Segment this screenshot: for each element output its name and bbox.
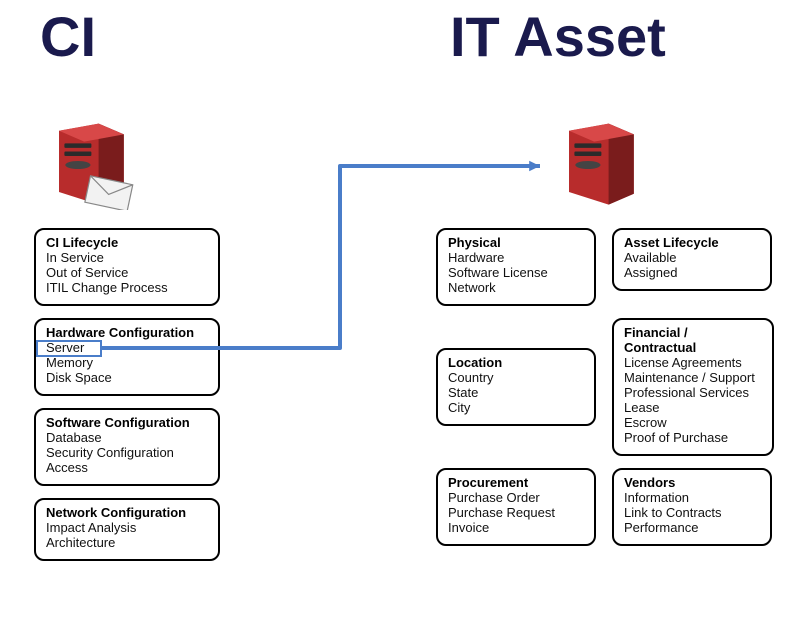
- info-box-item: Purchase Request: [448, 506, 584, 521]
- info-box-item: Hardware: [448, 251, 584, 266]
- info-box-heading: Asset Lifecycle: [624, 236, 760, 251]
- info-box-item: Architecture: [46, 536, 208, 551]
- info-box-ci-lifecycle: CI LifecycleIn ServiceOut of ServiceITIL…: [34, 228, 220, 306]
- info-box-physical: PhysicalHardwareSoftware LicenseNetwork: [436, 228, 596, 306]
- info-box-item: Memory: [46, 356, 208, 371]
- server-item-highlight: [36, 340, 102, 357]
- info-box-item: Invoice: [448, 521, 584, 536]
- info-box-item: State: [448, 386, 584, 401]
- title-it-asset: IT Asset: [450, 4, 666, 69]
- info-box-item: Maintenance / Support: [624, 371, 762, 386]
- info-box-item: Purchase Order: [448, 491, 584, 506]
- info-box-item: Out of Service: [46, 266, 208, 281]
- info-box-vendors: VendorsInformationLink to ContractsPerfo…: [612, 468, 772, 546]
- info-box-item: Disk Space: [46, 371, 208, 386]
- info-box-item: Escrow: [624, 416, 762, 431]
- info-box-net-config: Network ConfigurationImpact AnalysisArch…: [34, 498, 220, 561]
- info-box-item: Assigned: [624, 266, 760, 281]
- title-ci: CI: [40, 4, 96, 69]
- info-box-item: Performance: [624, 521, 760, 536]
- info-box-location: LocationCountryStateCity: [436, 348, 596, 426]
- info-box-item: Available: [624, 251, 760, 266]
- info-box-sw-config: Software ConfigurationDatabaseSecurity C…: [34, 408, 220, 486]
- info-box-item: Database: [46, 431, 208, 446]
- info-box-heading: Location: [448, 356, 584, 371]
- info-box-item: In Service: [46, 251, 208, 266]
- info-box-item: License Agreements: [624, 356, 762, 371]
- info-box-item: Network: [448, 281, 584, 296]
- info-box-heading: Vendors: [624, 476, 760, 491]
- info-box-heading: Physical: [448, 236, 584, 251]
- info-box-heading: Financial / Contractual: [624, 326, 762, 356]
- info-box-heading: Hardware Configuration: [46, 326, 208, 341]
- info-box-item: ITIL Change Process: [46, 281, 208, 296]
- server-icon-ci: [50, 120, 140, 210]
- info-box-item: Country: [448, 371, 584, 386]
- info-box-item: Information: [624, 491, 760, 506]
- info-box-item: City: [448, 401, 584, 416]
- info-box-heading: CI Lifecycle: [46, 236, 208, 251]
- info-box-item: Link to Contracts: [624, 506, 760, 521]
- info-box-asset-lifecycle: Asset LifecycleAvailableAssigned: [612, 228, 772, 291]
- info-box-item: Proof of Purchase: [624, 431, 762, 446]
- info-box-procurement: ProcurementPurchase OrderPurchase Reques…: [436, 468, 596, 546]
- info-box-financial: Financial / ContractualLicense Agreement…: [612, 318, 774, 456]
- info-box-item: Impact Analysis: [46, 521, 208, 536]
- server-icon-it-asset: [560, 120, 650, 210]
- info-box-item: Software License: [448, 266, 584, 281]
- info-box-hw-config: Hardware ConfigurationServerMemoryDisk S…: [34, 318, 220, 396]
- info-box-heading: Network Configuration: [46, 506, 208, 521]
- info-box-item: Professional Services: [624, 386, 762, 401]
- info-box-item: Lease: [624, 401, 762, 416]
- info-box-heading: Software Configuration: [46, 416, 208, 431]
- info-box-item: Access: [46, 461, 208, 476]
- info-box-heading: Procurement: [448, 476, 584, 491]
- info-box-item: Security Configuration: [46, 446, 208, 461]
